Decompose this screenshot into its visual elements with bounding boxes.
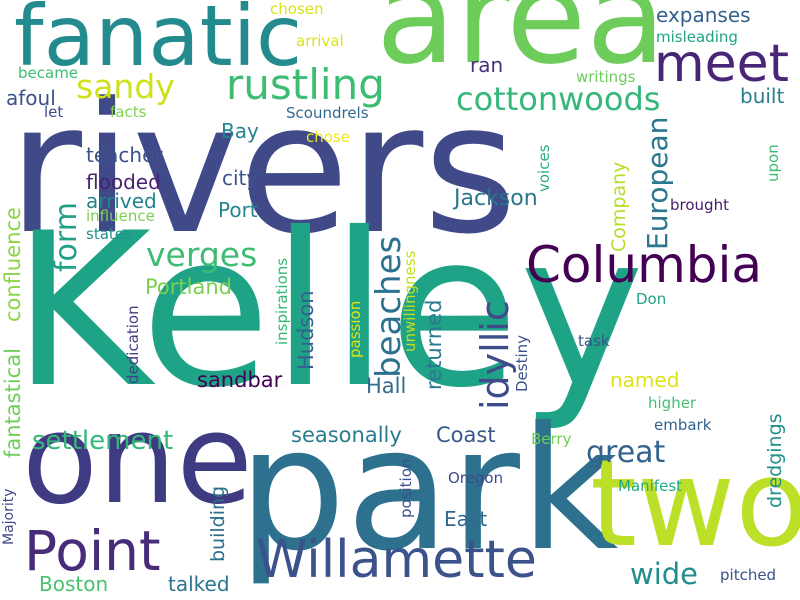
word-scoundrels: Scoundrels — [286, 104, 369, 122]
word-destiny: Destiny — [513, 334, 531, 392]
word-built: built — [740, 84, 785, 108]
word-cottonwoods: cottonwoods — [456, 80, 661, 118]
word-great: great — [586, 435, 666, 470]
word-majority: Majority — [1, 488, 17, 545]
word-coast: Coast — [436, 423, 496, 447]
word-misleading: misleading — [656, 28, 738, 46]
word-arrival: arrival — [296, 32, 344, 50]
word-park: park — [238, 391, 619, 589]
word-voices: voices — [535, 144, 553, 192]
word-returned: returned — [422, 299, 446, 390]
word-form: form — [49, 202, 84, 272]
word-kelley: Kelley — [12, 187, 645, 434]
word-european: European — [641, 116, 674, 250]
word-writings: writings — [576, 68, 636, 86]
word-meet: meet — [654, 34, 790, 94]
word-area: area — [376, 0, 666, 93]
word-boston: Boston — [39, 572, 109, 596]
word-dredgings: dredgings — [764, 413, 786, 508]
word-unwillingness: unwillingness — [401, 250, 419, 352]
word-point: Point — [24, 519, 161, 583]
word-expanses: expanses — [656, 3, 751, 27]
word-passion: passion — [346, 300, 364, 358]
word-hudson: Hudson — [294, 290, 318, 370]
word-east: East — [444, 507, 488, 531]
word-columbia: Columbia — [526, 236, 763, 294]
word-building: building — [207, 485, 229, 562]
word-bay: Bay — [221, 119, 259, 143]
word-talked: talked — [168, 572, 230, 596]
word-ran: ran — [470, 53, 504, 77]
word-rivers: rivers — [8, 65, 518, 274]
word-port: Port — [218, 198, 258, 222]
word-fanatic: fanatic — [14, 0, 303, 85]
word-berry: Berry — [531, 430, 572, 448]
word-dedication: dedication — [124, 305, 142, 384]
word-idyllic: idyllic — [473, 300, 517, 410]
word-verges: verges — [146, 235, 258, 274]
word-settlement: settlement — [32, 426, 174, 456]
word-position: position — [397, 458, 415, 518]
word-task: task — [578, 332, 610, 350]
word-states: states — [86, 225, 132, 243]
word-two: two — [590, 435, 800, 574]
word-rustling: rustling — [226, 60, 385, 109]
word-higher: higher — [648, 394, 697, 412]
word-let: let — [44, 103, 64, 121]
word-don: Don — [636, 290, 667, 308]
word-facts: facts — [110, 103, 147, 121]
word-flooded: flooded — [86, 170, 161, 194]
word-fantastical: fantastical — [1, 348, 25, 458]
word-became: became — [18, 64, 79, 82]
word-company: Company — [608, 161, 630, 252]
word-arrived: arrived — [86, 189, 157, 213]
word-pitched: pitched — [720, 566, 777, 584]
word-willamette: Willamette — [256, 530, 537, 590]
word-jackson: Jackson — [454, 186, 538, 211]
word-teacher: teacher — [86, 143, 163, 167]
word-oregon: Oregon — [448, 469, 504, 487]
word-upon: upon — [764, 144, 782, 182]
word-portland: Portland — [145, 275, 232, 299]
word-chose: chose — [306, 128, 350, 146]
word-sandy: sandy — [76, 67, 175, 106]
word-one: one — [22, 388, 253, 532]
word-brought: brought — [670, 196, 729, 214]
word-wide: wide — [630, 557, 699, 591]
word-chosen: chosen — [270, 0, 324, 18]
word-afoul: afoul — [6, 86, 56, 110]
word-confluence: confluence — [1, 207, 25, 322]
word-seasonally: seasonally — [291, 423, 402, 447]
word-named: named — [610, 368, 680, 392]
word-influence: influence — [86, 207, 155, 225]
word-inspirations: inspirations — [273, 257, 291, 345]
word-city: city — [222, 166, 259, 190]
word-sandbar: sandbar — [197, 368, 283, 392]
word-manifest: Manifest — [618, 477, 683, 495]
word-embark: embark — [654, 416, 712, 434]
word-hall: Hall — [366, 374, 407, 398]
